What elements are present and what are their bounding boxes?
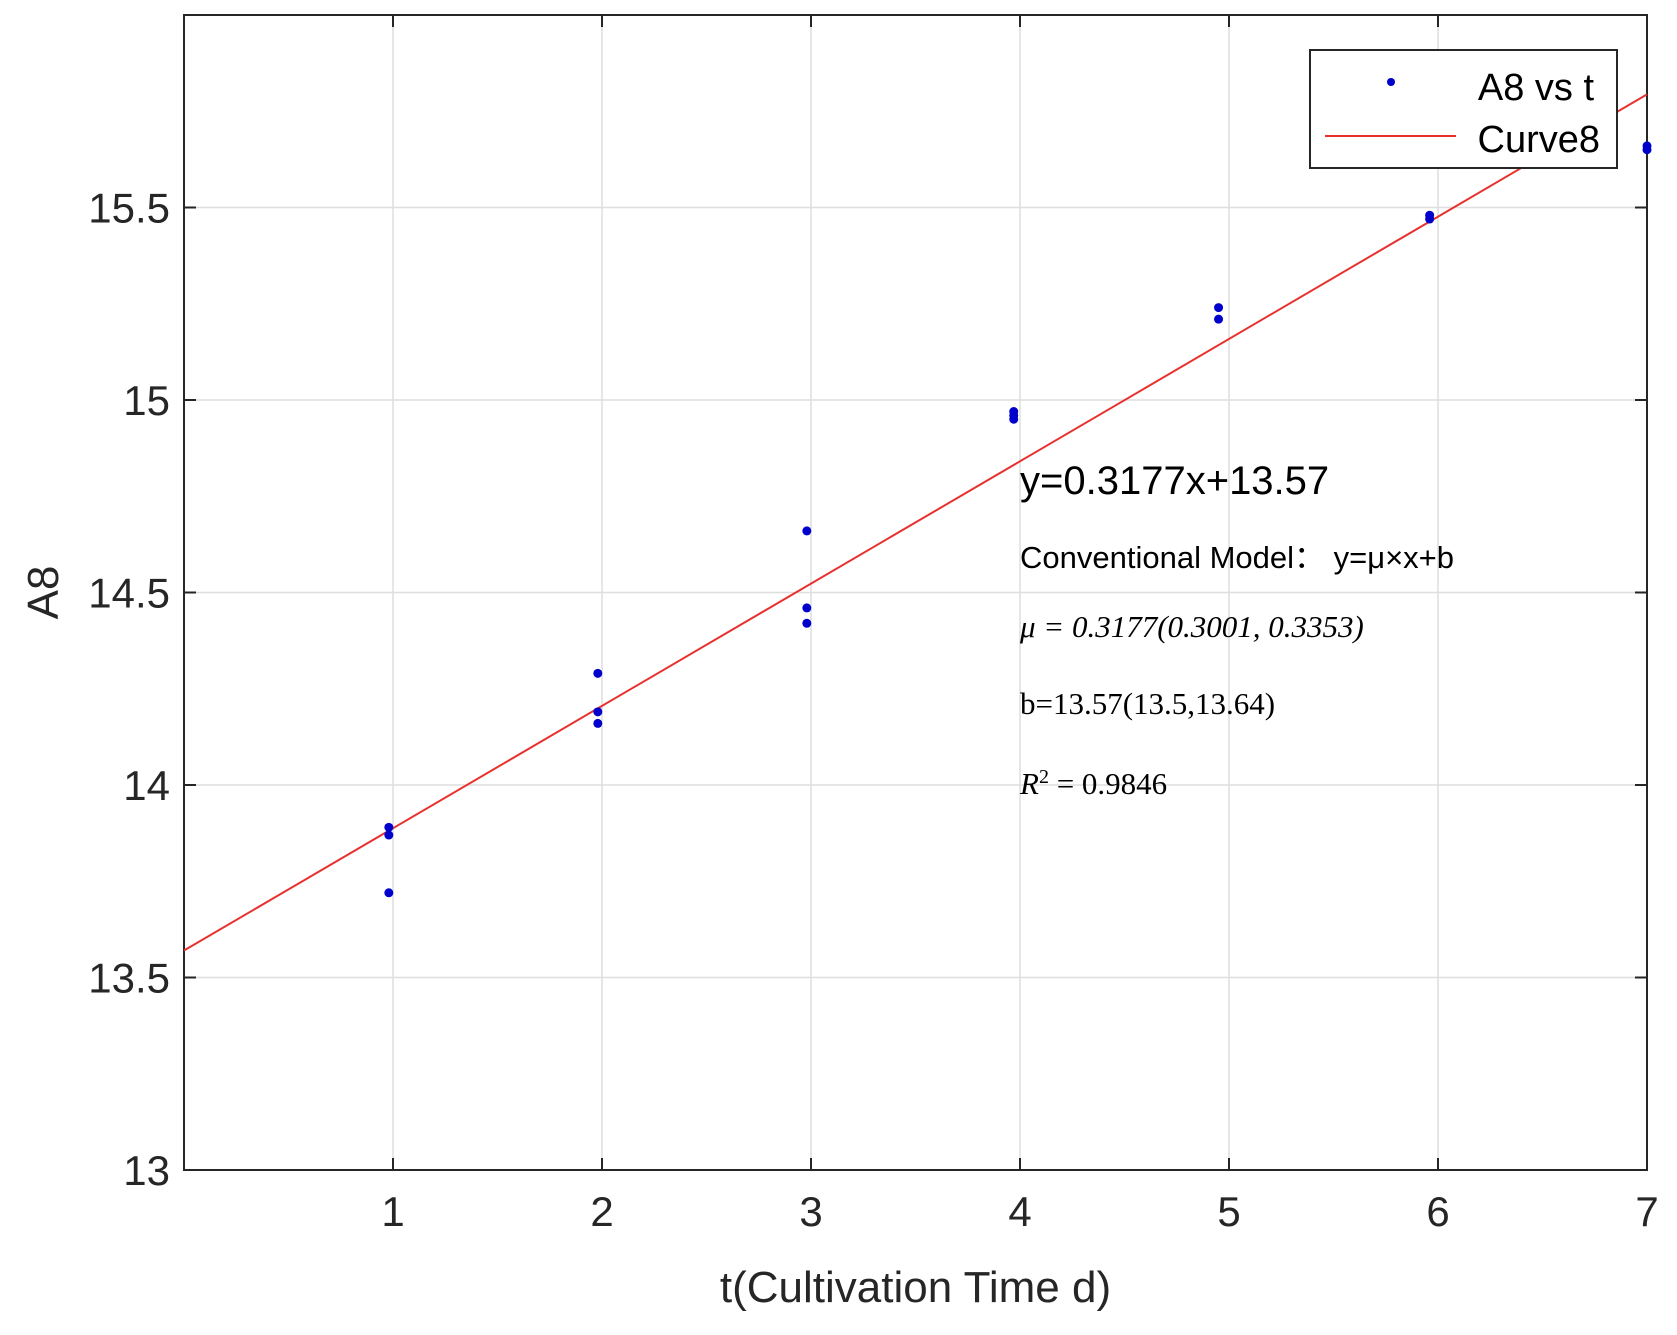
fit-annotations: y=0.3177x+13.57 Conventional Model： y=μ×… [1019, 459, 1454, 801]
data-point [802, 526, 812, 536]
legend-box [1309, 49, 1618, 169]
y-tick-label: 13.5 [88, 955, 170, 1002]
data-point [1425, 214, 1435, 224]
y-tick-label: 13 [123, 1147, 170, 1194]
x-tick-label: 7 [1635, 1188, 1658, 1235]
data-point [593, 668, 603, 678]
y-tick-label: 14 [123, 762, 170, 809]
legend-marker-points [1387, 78, 1395, 86]
r-squared-exponent: 2 [1039, 766, 1049, 788]
x-tick-label: 6 [1426, 1188, 1449, 1235]
data-point [1214, 303, 1224, 313]
axis-ticks [184, 15, 1648, 1171]
y-axis-label: A8 [19, 566, 68, 620]
data-point [1642, 145, 1652, 155]
legend-label-points: A8 vs t [1478, 67, 1595, 109]
model-description: Conventional Model： y=μ×x+b [1020, 540, 1454, 575]
mu-estimate: μ = 0.3177(0.3001, 0.3353) [1019, 609, 1364, 644]
r-squared-symbol: R [1019, 766, 1039, 801]
data-point [593, 707, 603, 717]
data-point [593, 718, 603, 728]
legend-label-curve: Curve8 [1478, 119, 1601, 161]
y-tick-label: 15 [123, 377, 170, 424]
x-tick-label: 5 [1217, 1188, 1240, 1235]
x-tick-labels: 1 2 3 4 5 6 7 [381, 1188, 1658, 1235]
x-tick-label: 2 [590, 1188, 613, 1235]
legend: A8 vs t Curve8 [1309, 49, 1618, 169]
b-estimate: b=13.57(13.5,13.64) [1020, 686, 1275, 721]
y-tick-label: 15.5 [88, 185, 170, 232]
data-point [1009, 414, 1019, 424]
x-axis-label: t(Cultivation Time d) [720, 1263, 1111, 1312]
data-point [1214, 314, 1224, 324]
data-point [384, 888, 394, 898]
y-tick-label: 14.5 [88, 570, 170, 617]
r-squared: R2 = 0.9846 [1019, 766, 1167, 801]
grid [184, 15, 1648, 1171]
x-tick-label: 3 [799, 1188, 822, 1235]
data-point [384, 830, 394, 840]
fit-line [183, 93, 1648, 952]
r-squared-value: = 0.9846 [1049, 766, 1167, 801]
data-point [802, 618, 812, 628]
data-point [802, 603, 812, 613]
fit-equation: y=0.3177x+13.57 [1020, 459, 1329, 503]
x-tick-label: 1 [381, 1188, 404, 1235]
data-point [384, 822, 394, 832]
series [183, 93, 1652, 952]
x-tick-label: 4 [1008, 1188, 1031, 1235]
y-tick-labels: 13 13.5 14 14.5 15 15.5 [88, 185, 170, 1195]
